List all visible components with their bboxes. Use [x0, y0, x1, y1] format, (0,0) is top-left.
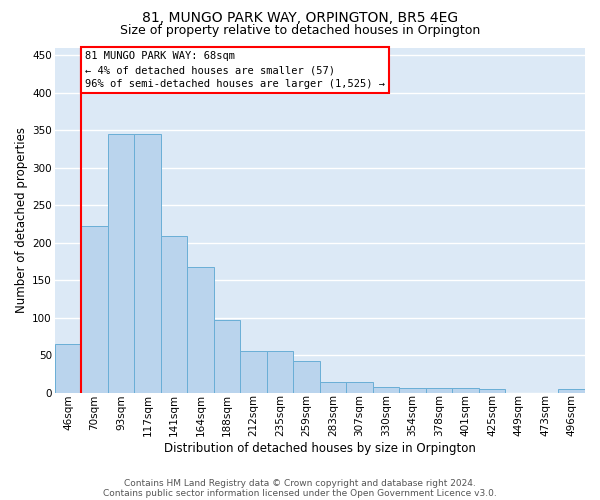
Bar: [187, 267, 214, 393]
Bar: [320, 382, 346, 393]
Bar: [55, 344, 81, 393]
Bar: [293, 362, 320, 393]
Bar: [559, 389, 585, 393]
X-axis label: Distribution of detached houses by size in Orpington: Distribution of detached houses by size …: [164, 442, 476, 455]
Bar: [108, 134, 134, 393]
Text: Size of property relative to detached houses in Orpington: Size of property relative to detached ho…: [120, 24, 480, 37]
Text: Contains HM Land Registry data © Crown copyright and database right 2024.
Contai: Contains HM Land Registry data © Crown c…: [103, 479, 497, 498]
Bar: [346, 382, 373, 393]
Text: 81, MUNGO PARK WAY, ORPINGTON, BR5 4EG: 81, MUNGO PARK WAY, ORPINGTON, BR5 4EG: [142, 11, 458, 25]
Bar: [267, 351, 293, 393]
Bar: [214, 320, 241, 393]
Y-axis label: Number of detached properties: Number of detached properties: [15, 127, 28, 313]
Bar: [81, 226, 108, 393]
Bar: [426, 388, 452, 393]
Bar: [452, 388, 479, 393]
Bar: [373, 387, 400, 393]
Bar: [134, 134, 161, 393]
Bar: [161, 236, 187, 393]
Bar: [479, 389, 505, 393]
Bar: [241, 351, 267, 393]
Text: 81 MUNGO PARK WAY: 68sqm
← 4% of detached houses are smaller (57)
96% of semi-de: 81 MUNGO PARK WAY: 68sqm ← 4% of detache…: [85, 52, 385, 90]
Bar: [400, 388, 426, 393]
